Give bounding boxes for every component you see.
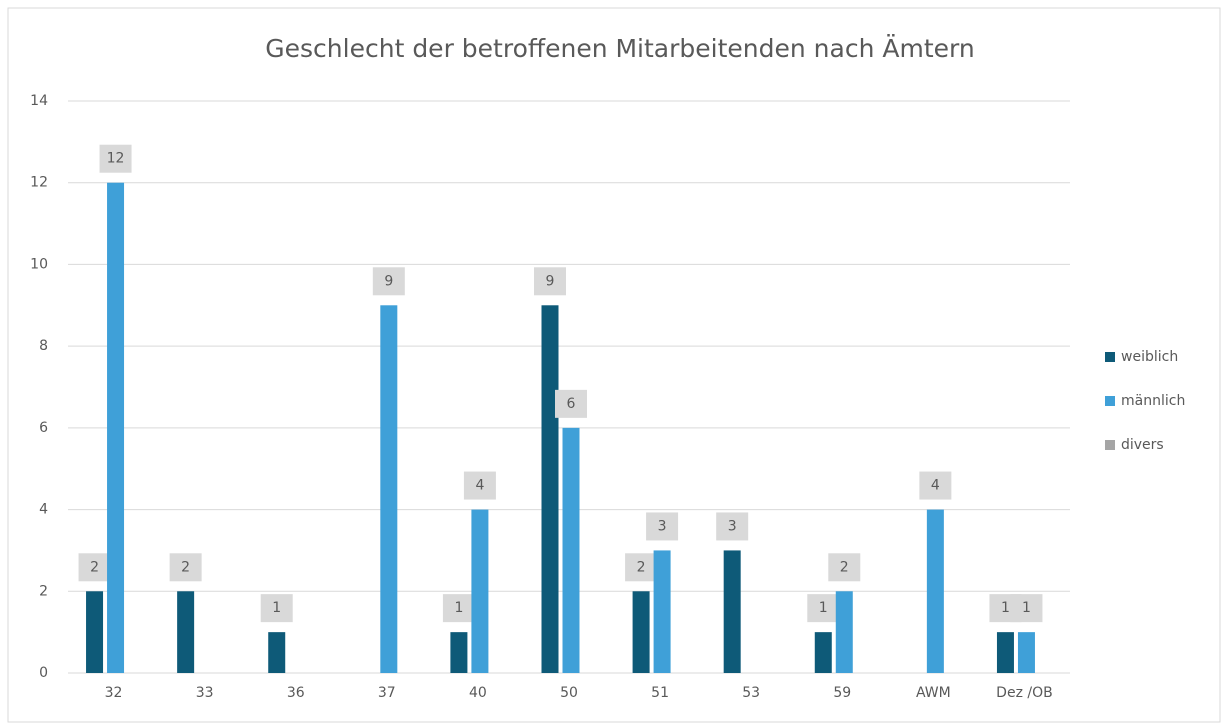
y-tick-label: 12 — [30, 175, 48, 191]
data-label: 9 — [384, 273, 393, 289]
legend-swatch — [1105, 396, 1115, 406]
data-label: 1 — [272, 600, 281, 616]
data-label: 12 — [107, 151, 125, 167]
data-label: 4 — [475, 478, 484, 494]
bar — [632, 591, 650, 673]
x-tick-label: 32 — [105, 685, 123, 701]
bar — [86, 591, 104, 673]
data-label: 3 — [658, 518, 667, 534]
x-tick-label: 59 — [833, 685, 851, 701]
bar — [814, 632, 832, 673]
bar — [107, 182, 125, 673]
y-tick-label: 0 — [39, 665, 48, 681]
x-tick-label: 33 — [196, 685, 214, 701]
bar — [926, 509, 944, 673]
bar — [450, 632, 468, 673]
x-tick-label: AWM — [916, 685, 951, 701]
data-label: 1 — [1001, 600, 1010, 616]
x-tick-label: 36 — [287, 685, 305, 701]
data-label-box — [555, 389, 587, 418]
data-label: 1 — [1022, 600, 1031, 616]
y-tick-label: 4 — [39, 502, 48, 518]
data-label: 2 — [90, 559, 99, 575]
y-tick-label: 10 — [30, 256, 48, 272]
data-label-box — [78, 553, 111, 582]
data-label: 2 — [181, 559, 190, 575]
data-label-box — [372, 267, 405, 296]
data-label: 3 — [728, 518, 737, 534]
bar — [541, 305, 559, 673]
data-label-box — [625, 553, 658, 582]
legend-swatch — [1105, 440, 1115, 450]
data-label: 2 — [840, 559, 849, 575]
bar — [1017, 632, 1035, 673]
data-label-box — [534, 267, 566, 296]
data-label-box — [807, 594, 840, 623]
legend-label: divers — [1121, 437, 1164, 453]
bar — [562, 427, 580, 673]
bar — [177, 591, 195, 673]
y-tick-label: 6 — [39, 420, 48, 436]
data-label: 2 — [637, 559, 646, 575]
bar — [653, 550, 671, 673]
bar — [723, 550, 741, 673]
data-label-box — [463, 471, 496, 500]
data-label: 6 — [567, 396, 576, 412]
chart-title: Geschlecht der betroffenen Mitarbeitende… — [265, 34, 974, 63]
y-tick-label: 8 — [39, 338, 48, 354]
bar — [835, 591, 853, 673]
y-tick-label: 14 — [30, 93, 48, 109]
data-label: 4 — [931, 478, 940, 494]
bar — [471, 509, 489, 673]
data-label: 1 — [819, 600, 828, 616]
data-label-box — [646, 512, 679, 541]
x-tick-label: 53 — [742, 685, 760, 701]
legend-label: männlich — [1121, 393, 1185, 409]
bar — [380, 305, 398, 673]
x-tick-label: 50 — [560, 685, 578, 701]
data-label-box — [1010, 594, 1043, 623]
data-label-box — [99, 144, 132, 173]
x-tick-label: Dez /OB — [996, 685, 1053, 701]
data-label: 1 — [454, 600, 463, 616]
data-label-box — [169, 553, 202, 582]
data-label-box — [442, 594, 475, 623]
x-tick-label: 51 — [651, 685, 669, 701]
data-label-box — [828, 553, 861, 582]
data-label-box — [716, 512, 749, 541]
bar — [268, 632, 286, 673]
x-tick-label: 37 — [378, 685, 396, 701]
data-label: 9 — [546, 273, 555, 289]
data-label-box — [919, 471, 952, 500]
x-tick-label: 40 — [469, 685, 487, 701]
bar — [996, 632, 1014, 673]
y-tick-label: 2 — [39, 583, 48, 599]
legend-swatch — [1105, 352, 1115, 362]
legend-label: weiblich — [1121, 349, 1178, 365]
data-label-box — [260, 594, 293, 623]
